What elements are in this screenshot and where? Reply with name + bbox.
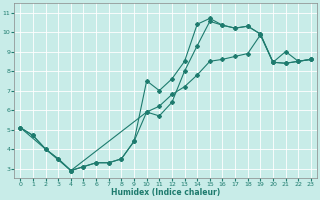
X-axis label: Humidex (Indice chaleur): Humidex (Indice chaleur) [111,188,220,197]
